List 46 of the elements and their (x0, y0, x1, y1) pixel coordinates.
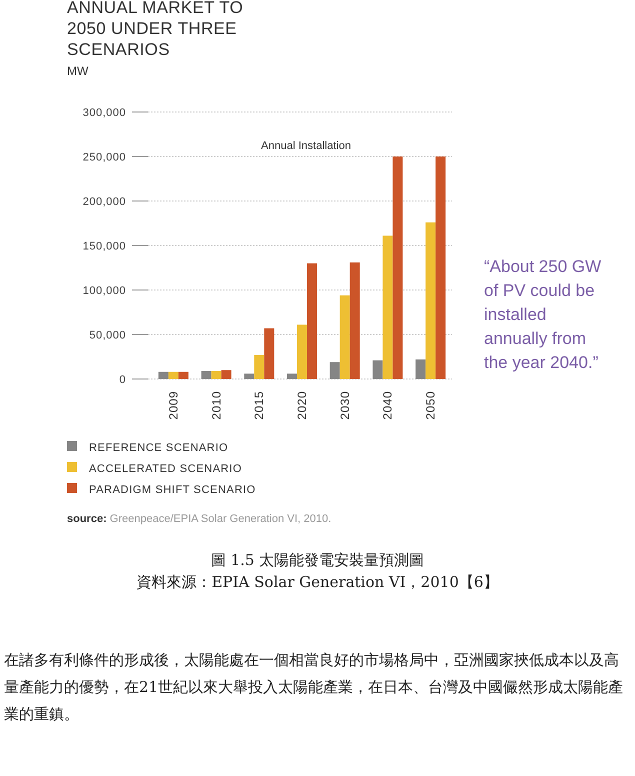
text: Annual Installation (261, 140, 351, 152)
bar (436, 156, 446, 379)
source-note: 資料來源：EPIA Solar Generation VI，2010【6】 (136, 573, 500, 592)
x-tick-label: 2009 (166, 391, 180, 420)
y-tick-label: 50,000 (89, 330, 126, 342)
bar (254, 354, 264, 379)
bar (307, 263, 317, 379)
bar (201, 370, 212, 379)
text: 在諸多有利條件的形成後，太陽能處在一個相當良好的市場格局中，亞洲國家挾低成本以及高量產能力的優勢，在21世紀以來大舉投入太陽能產業，在日本、台灣及中國儼然形成太陽能產業的重鎮。 (4, 650, 624, 725)
bar (416, 359, 426, 379)
y-tick-label: 150,000 (82, 240, 126, 252)
y-tick-label: 200,000 (82, 196, 126, 208)
caption: 圖 1.5 太陽能發電安裝量預測圖 (210, 551, 426, 570)
bar (330, 362, 340, 379)
bar (244, 374, 254, 379)
x-tick-label: 2030 (338, 391, 352, 420)
y-axis-title: MW (67, 64, 88, 78)
bar (287, 374, 297, 379)
bar (340, 295, 350, 379)
y-tick-label: 100,000 (82, 285, 126, 297)
bar (372, 360, 383, 379)
bar (158, 372, 168, 379)
x-tick-label: 2010 (209, 391, 224, 420)
text: source: Greenpeace/EPIA Solar Generation VI, 2010. (67, 513, 332, 525)
x-tick-label: 2015 (252, 391, 266, 420)
y-tick-label: 0 (119, 374, 126, 386)
x-tick-label: 2050 (424, 391, 438, 420)
bar (221, 370, 232, 379)
legend-label: ACCELERATED SCENARIO (89, 463, 242, 475)
legend-label: PARADIGM SHIFT SCENARIO (89, 484, 256, 496)
bar (211, 370, 222, 379)
x-tick-label: 2040 (380, 391, 395, 420)
bar (382, 236, 393, 379)
text: “About 250 GW of PV could be installed annually from the year 2040.” (484, 256, 602, 374)
y-tick-label: 300,000 (82, 107, 126, 119)
bar (178, 372, 188, 379)
bar (350, 262, 360, 379)
y-tick-label: 250,000 (82, 152, 126, 164)
bar (264, 328, 274, 379)
x-tick-label: 2020 (295, 391, 309, 420)
chart-title: ANNUAL MARKET TO 2050 UNDER THREE SCENARIOS (67, 0, 244, 60)
bar (168, 372, 178, 379)
bar (297, 324, 307, 379)
bar (426, 222, 436, 379)
bar (392, 156, 403, 379)
legend-label: REFERENCE SCENARIO (89, 442, 228, 454)
